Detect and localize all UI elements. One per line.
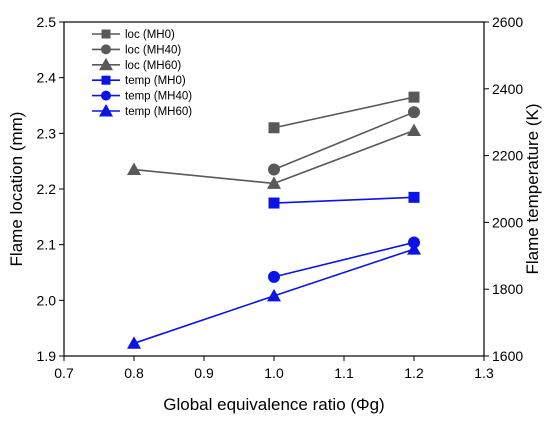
legend-label: temp (MH60) bbox=[125, 106, 192, 118]
legend-label: loc (MH0) bbox=[125, 29, 175, 41]
data-point bbox=[408, 106, 420, 119]
y-left-tick-label: 1.9 bbox=[37, 348, 57, 364]
x-tick-label: 0.8 bbox=[124, 365, 144, 381]
y-axis-left: 1.9 2.0 2.1 2.2 2.3 2.4 2.5 bbox=[37, 14, 64, 364]
legend-marker bbox=[99, 57, 113, 71]
legend-marker bbox=[101, 44, 111, 55]
y-right-tick-label: 2000 bbox=[492, 214, 523, 230]
series-0 bbox=[268, 91, 420, 134]
y-left-axis-title: Flame location (mm) bbox=[7, 112, 26, 267]
y-left-tick-label: 2.0 bbox=[37, 292, 57, 308]
y-right-axis-title: Flame temperature (K) bbox=[523, 104, 542, 275]
data-point bbox=[407, 123, 421, 137]
series-line bbox=[273, 196, 415, 204]
plot-frame bbox=[63, 21, 485, 357]
legend-marker bbox=[101, 29, 111, 39]
y-right-tick-label: 2600 bbox=[492, 14, 523, 30]
legend-label: temp (MH0) bbox=[125, 75, 186, 87]
series-line bbox=[273, 241, 415, 278]
y-left-tick-label: 2.2 bbox=[37, 181, 57, 197]
series-3 bbox=[268, 191, 420, 209]
x-tick-label: 0.7 bbox=[54, 365, 74, 381]
y-right-tick-label: 2400 bbox=[492, 81, 523, 97]
y-left-tick-label: 2.5 bbox=[37, 14, 57, 30]
data-point bbox=[127, 162, 141, 176]
legend-marker bbox=[99, 104, 113, 117]
series-5 bbox=[127, 242, 421, 349]
x-tick-label: 1.3 bbox=[474, 365, 494, 381]
series-line bbox=[273, 96, 415, 129]
data-point bbox=[268, 197, 280, 209]
data-point bbox=[407, 242, 421, 255]
y-left-tick-label: 2.3 bbox=[37, 125, 57, 141]
data-point bbox=[268, 122, 280, 134]
series-4 bbox=[268, 236, 420, 283]
legend-label: loc (MH60) bbox=[125, 60, 181, 72]
legend: loc (MH0) loc (MH40) loc (MH60) temp (MH0) t… bbox=[92, 29, 192, 118]
x-tick-label: 1.2 bbox=[404, 365, 424, 381]
data-point bbox=[127, 336, 141, 349]
y-left-tick-label: 2.4 bbox=[37, 70, 57, 86]
legend-label: temp (MH40) bbox=[125, 91, 192, 103]
data-point bbox=[268, 163, 280, 176]
data-point bbox=[408, 191, 420, 203]
x-tick-label: 0.9 bbox=[194, 365, 214, 381]
data-point bbox=[267, 176, 281, 189]
y-right-tick-label: 2200 bbox=[492, 148, 523, 164]
x-axis: 0.7 0.8 0.9 1.0 1.1 1.2 1.3 bbox=[54, 356, 494, 381]
data-point bbox=[268, 270, 280, 283]
y-left-tick-label: 2.1 bbox=[37, 237, 57, 253]
legend-label: loc (MH40) bbox=[125, 44, 181, 56]
x-tick-label: 1.0 bbox=[264, 365, 284, 381]
data-point bbox=[408, 91, 420, 103]
series-2 bbox=[127, 123, 421, 189]
y-axis-right: 1600 1800 2000 2200 2400 2600 bbox=[484, 14, 523, 364]
legend-marker bbox=[101, 90, 111, 101]
x-axis-title: Global equivalence ratio (Φg) bbox=[163, 395, 384, 414]
plot-border bbox=[63, 21, 485, 357]
legend-marker bbox=[101, 75, 111, 85]
y-right-tick-label: 1800 bbox=[492, 281, 523, 297]
y-right-tick-label: 1600 bbox=[492, 348, 523, 364]
series-layer bbox=[127, 91, 421, 349]
series-1 bbox=[268, 106, 420, 176]
series-line bbox=[273, 111, 415, 171]
data-point bbox=[267, 288, 281, 302]
x-tick-label: 1.1 bbox=[334, 365, 354, 381]
